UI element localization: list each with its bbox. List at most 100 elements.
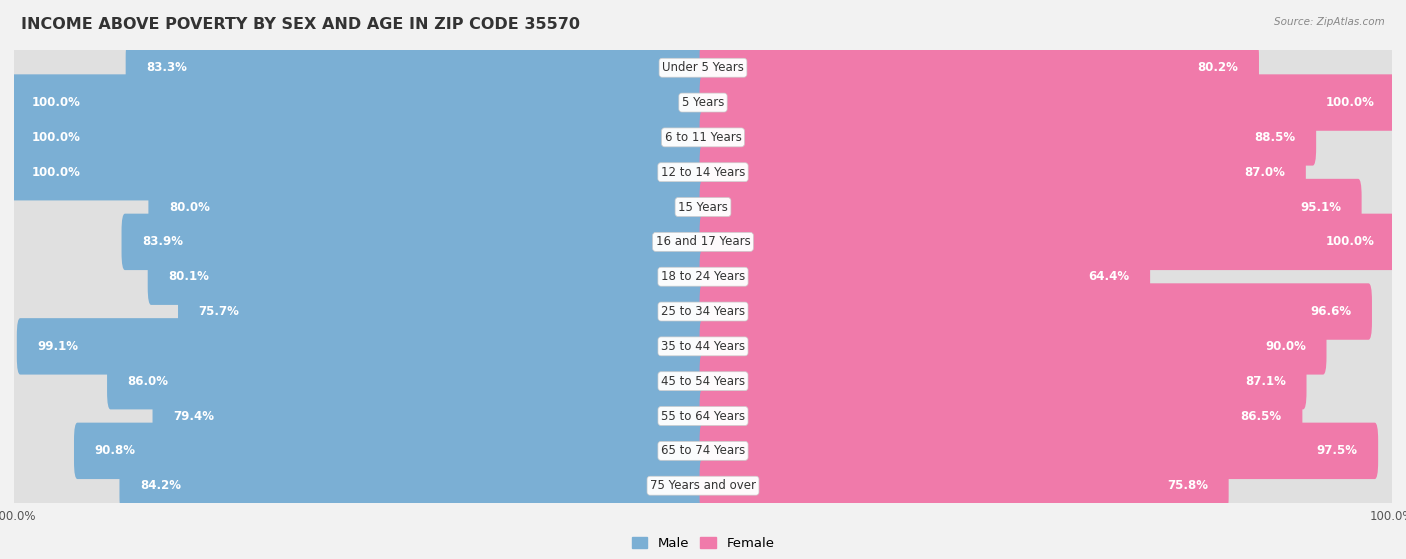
Text: 100.0%: 100.0% xyxy=(31,165,80,179)
Text: 18 to 24 Years: 18 to 24 Years xyxy=(661,270,745,283)
FancyBboxPatch shape xyxy=(700,108,1395,167)
Text: 16 and 17 Years: 16 and 17 Years xyxy=(655,235,751,248)
Text: 97.5%: 97.5% xyxy=(1316,444,1358,457)
FancyBboxPatch shape xyxy=(700,144,1306,201)
Text: 75.7%: 75.7% xyxy=(198,305,239,318)
Text: 75.8%: 75.8% xyxy=(1167,479,1208,492)
FancyBboxPatch shape xyxy=(700,352,1395,411)
FancyBboxPatch shape xyxy=(700,317,1395,376)
FancyBboxPatch shape xyxy=(107,353,706,409)
FancyBboxPatch shape xyxy=(14,225,1392,259)
FancyBboxPatch shape xyxy=(11,109,706,165)
FancyBboxPatch shape xyxy=(700,456,1395,515)
FancyBboxPatch shape xyxy=(14,155,1392,190)
FancyBboxPatch shape xyxy=(700,212,1395,272)
FancyBboxPatch shape xyxy=(11,73,706,132)
FancyBboxPatch shape xyxy=(17,318,706,375)
Text: 100.0%: 100.0% xyxy=(31,131,80,144)
FancyBboxPatch shape xyxy=(14,259,1392,294)
Text: 87.1%: 87.1% xyxy=(1244,375,1286,388)
FancyBboxPatch shape xyxy=(14,433,1392,468)
FancyBboxPatch shape xyxy=(700,74,1395,131)
FancyBboxPatch shape xyxy=(11,456,706,515)
FancyBboxPatch shape xyxy=(11,282,706,341)
FancyBboxPatch shape xyxy=(11,212,706,272)
FancyBboxPatch shape xyxy=(152,388,706,444)
Text: Under 5 Years: Under 5 Years xyxy=(662,61,744,74)
FancyBboxPatch shape xyxy=(11,143,706,202)
Text: 15 Years: 15 Years xyxy=(678,201,728,214)
Text: 87.0%: 87.0% xyxy=(1244,165,1285,179)
FancyBboxPatch shape xyxy=(125,40,706,96)
FancyBboxPatch shape xyxy=(700,388,1302,444)
FancyBboxPatch shape xyxy=(14,50,1392,85)
Text: 75 Years and over: 75 Years and over xyxy=(650,479,756,492)
Text: 80.0%: 80.0% xyxy=(169,201,209,214)
FancyBboxPatch shape xyxy=(700,40,1258,96)
FancyBboxPatch shape xyxy=(700,386,1395,446)
Text: 100.0%: 100.0% xyxy=(1326,235,1375,248)
Text: INCOME ABOVE POVERTY BY SEX AND AGE IN ZIP CODE 35570: INCOME ABOVE POVERTY BY SEX AND AGE IN Z… xyxy=(21,17,581,32)
FancyBboxPatch shape xyxy=(11,74,706,131)
Text: 88.5%: 88.5% xyxy=(1254,131,1295,144)
FancyBboxPatch shape xyxy=(700,249,1150,305)
FancyBboxPatch shape xyxy=(14,399,1392,433)
Text: 100.0%: 100.0% xyxy=(31,96,80,109)
Text: 65 to 74 Years: 65 to 74 Years xyxy=(661,444,745,457)
Text: 12 to 14 Years: 12 to 14 Years xyxy=(661,165,745,179)
Text: 45 to 54 Years: 45 to 54 Years xyxy=(661,375,745,388)
FancyBboxPatch shape xyxy=(700,353,1306,409)
FancyBboxPatch shape xyxy=(14,190,1392,225)
Text: 99.1%: 99.1% xyxy=(38,340,79,353)
FancyBboxPatch shape xyxy=(700,282,1395,341)
FancyBboxPatch shape xyxy=(700,177,1395,236)
FancyBboxPatch shape xyxy=(14,329,1392,364)
FancyBboxPatch shape xyxy=(75,423,706,479)
Text: 35 to 44 Years: 35 to 44 Years xyxy=(661,340,745,353)
FancyBboxPatch shape xyxy=(149,179,706,235)
FancyBboxPatch shape xyxy=(700,421,1395,481)
FancyBboxPatch shape xyxy=(700,179,1361,235)
Text: 83.9%: 83.9% xyxy=(142,235,183,248)
Text: 25 to 34 Years: 25 to 34 Years xyxy=(661,305,745,318)
Text: 86.0%: 86.0% xyxy=(128,375,169,388)
FancyBboxPatch shape xyxy=(11,386,706,446)
FancyBboxPatch shape xyxy=(148,249,706,305)
Text: 90.0%: 90.0% xyxy=(1265,340,1306,353)
FancyBboxPatch shape xyxy=(700,73,1395,132)
Text: 80.2%: 80.2% xyxy=(1198,61,1239,74)
FancyBboxPatch shape xyxy=(11,317,706,376)
FancyBboxPatch shape xyxy=(120,457,706,514)
FancyBboxPatch shape xyxy=(14,468,1392,503)
FancyBboxPatch shape xyxy=(11,247,706,306)
Text: 55 to 64 Years: 55 to 64 Years xyxy=(661,410,745,423)
FancyBboxPatch shape xyxy=(11,144,706,201)
FancyBboxPatch shape xyxy=(11,38,706,97)
FancyBboxPatch shape xyxy=(700,283,1372,340)
FancyBboxPatch shape xyxy=(700,214,1395,270)
FancyBboxPatch shape xyxy=(11,108,706,167)
Text: 5 Years: 5 Years xyxy=(682,96,724,109)
Text: 100.0%: 100.0% xyxy=(1326,96,1375,109)
FancyBboxPatch shape xyxy=(14,294,1392,329)
FancyBboxPatch shape xyxy=(700,38,1395,97)
FancyBboxPatch shape xyxy=(700,143,1395,202)
FancyBboxPatch shape xyxy=(700,457,1229,514)
Text: 64.4%: 64.4% xyxy=(1088,270,1129,283)
Text: 83.3%: 83.3% xyxy=(146,61,187,74)
Text: 90.8%: 90.8% xyxy=(94,444,135,457)
FancyBboxPatch shape xyxy=(14,85,1392,120)
Text: 80.1%: 80.1% xyxy=(169,270,209,283)
FancyBboxPatch shape xyxy=(14,120,1392,155)
Text: 95.1%: 95.1% xyxy=(1301,201,1341,214)
Text: 6 to 11 Years: 6 to 11 Years xyxy=(665,131,741,144)
FancyBboxPatch shape xyxy=(700,247,1395,306)
Text: 86.5%: 86.5% xyxy=(1240,410,1282,423)
Legend: Male, Female: Male, Female xyxy=(626,532,780,555)
FancyBboxPatch shape xyxy=(11,421,706,481)
FancyBboxPatch shape xyxy=(179,283,706,340)
FancyBboxPatch shape xyxy=(121,214,706,270)
FancyBboxPatch shape xyxy=(11,352,706,411)
Text: 79.4%: 79.4% xyxy=(173,410,214,423)
FancyBboxPatch shape xyxy=(700,318,1326,375)
